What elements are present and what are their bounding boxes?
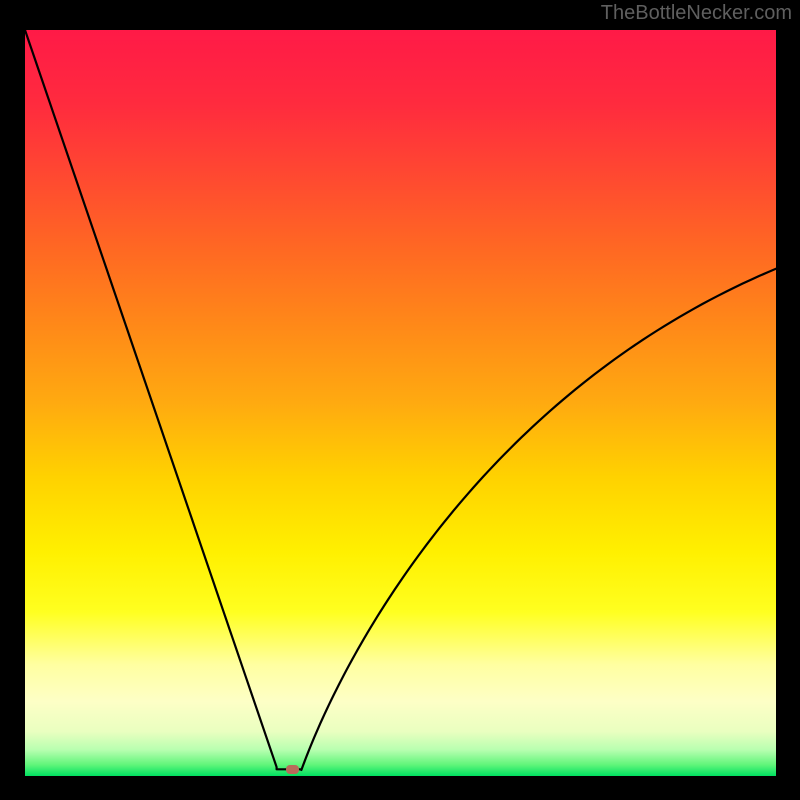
bottleneck-curve bbox=[25, 30, 776, 776]
plot-area bbox=[25, 30, 776, 776]
chart-frame: TheBottleNecker.com bbox=[0, 0, 800, 800]
watermark-text: TheBottleNecker.com bbox=[601, 2, 792, 25]
bottleneck-marker bbox=[286, 765, 299, 774]
